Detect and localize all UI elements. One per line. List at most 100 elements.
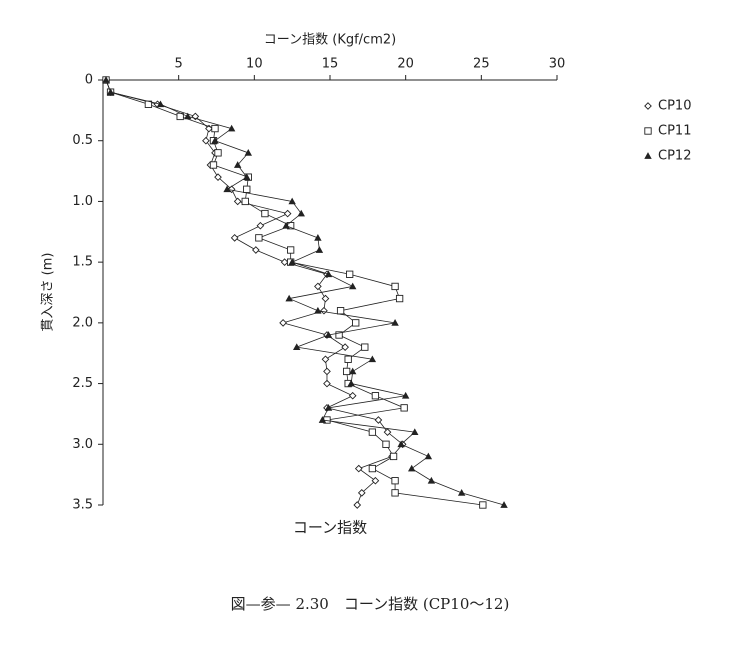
data-point xyxy=(348,367,357,375)
data-point xyxy=(292,343,301,351)
data-point xyxy=(279,319,287,327)
legend-marker xyxy=(644,152,652,159)
y-tick-label: 0 xyxy=(85,73,93,88)
data-point xyxy=(347,379,355,387)
data-point xyxy=(106,88,115,96)
caption: 図—参— 2.30 コーン指数 (CP10〜12) xyxy=(231,595,510,613)
data-point xyxy=(223,185,231,193)
y-tick-label: 2.0 xyxy=(72,315,93,330)
data-point xyxy=(314,282,322,291)
data-point xyxy=(252,246,260,254)
bottom-label: コーン指数 xyxy=(293,519,367,537)
data-point xyxy=(368,355,377,363)
data-point xyxy=(400,404,408,412)
legend-marker xyxy=(644,127,652,135)
data-point xyxy=(323,367,331,376)
data-point xyxy=(335,331,343,339)
data-point xyxy=(255,234,263,242)
data-point xyxy=(427,476,436,484)
data-point xyxy=(408,464,416,472)
data-point xyxy=(261,209,269,218)
legend-marker xyxy=(644,102,652,110)
data-point xyxy=(288,197,296,205)
data-point xyxy=(357,489,366,497)
data-point xyxy=(352,319,360,327)
data-point xyxy=(361,343,369,351)
data-point xyxy=(368,428,377,436)
data-point xyxy=(321,294,330,303)
data-point xyxy=(371,476,380,485)
legend-label: CP10 xyxy=(658,99,691,114)
data-point xyxy=(156,100,165,108)
data-point xyxy=(348,391,357,400)
data-point xyxy=(324,331,333,338)
data-point xyxy=(391,319,399,326)
data-point xyxy=(280,258,289,266)
data-point xyxy=(297,209,305,217)
data-point xyxy=(211,136,219,144)
data-point xyxy=(348,282,357,290)
data-point xyxy=(285,294,293,302)
data-point xyxy=(324,270,333,278)
y-tick-label: 3.0 xyxy=(72,437,93,452)
x-tick-label: 20 xyxy=(397,57,414,72)
data-point xyxy=(321,355,330,364)
data-point xyxy=(500,501,508,508)
data-point xyxy=(353,501,362,509)
data-point xyxy=(230,234,239,242)
y-axis-label: 貫入深さ (m) xyxy=(41,253,56,332)
data-point xyxy=(233,161,242,168)
x-tick-label: 5 xyxy=(175,57,183,72)
x-tick-label: 15 xyxy=(322,57,339,72)
data-point xyxy=(282,221,290,229)
data-point xyxy=(395,294,404,303)
data-point xyxy=(318,416,327,423)
data-point xyxy=(389,452,398,461)
x-tick-label: 25 xyxy=(473,57,490,72)
data-point xyxy=(202,136,210,145)
legend-label: CP12 xyxy=(658,149,691,164)
legend-label: CP11 xyxy=(658,124,691,139)
data-point xyxy=(401,391,410,399)
data-point xyxy=(391,477,399,485)
data-point xyxy=(391,489,399,497)
data-point xyxy=(256,221,265,230)
data-point xyxy=(391,282,399,291)
data-point xyxy=(241,197,249,206)
x-tick-label: 30 xyxy=(549,57,566,72)
data-point xyxy=(341,343,349,351)
data-point xyxy=(368,464,377,473)
series-line xyxy=(105,79,483,506)
data-point xyxy=(397,440,405,448)
data-point xyxy=(314,306,322,314)
data-point xyxy=(184,112,192,120)
data-point xyxy=(288,258,296,266)
data-point xyxy=(346,270,354,278)
data-point xyxy=(214,149,222,157)
data-point xyxy=(283,209,292,218)
data-point xyxy=(371,392,380,400)
data-point xyxy=(457,489,466,496)
data-point xyxy=(344,355,352,363)
data-point xyxy=(314,234,322,241)
series-line xyxy=(105,79,404,506)
data-point xyxy=(244,149,252,156)
data-point xyxy=(342,367,351,376)
data-point xyxy=(243,185,251,193)
data-point xyxy=(102,76,110,83)
y-tick-label: 1.0 xyxy=(72,194,93,209)
data-point xyxy=(383,428,392,436)
x-axis-label: コーン指数 (Kgf/cm2) xyxy=(264,33,396,48)
x-tick-label: 10 xyxy=(246,57,263,72)
y-tick-label: 3.5 xyxy=(72,498,93,513)
data-point xyxy=(411,428,419,436)
data-point xyxy=(233,197,242,206)
data-point xyxy=(323,379,331,388)
data-point xyxy=(315,246,324,253)
data-point xyxy=(354,464,363,473)
data-point xyxy=(382,440,390,448)
y-tick-label: 2.5 xyxy=(72,376,93,391)
data-point xyxy=(424,452,433,460)
data-point xyxy=(243,173,251,181)
